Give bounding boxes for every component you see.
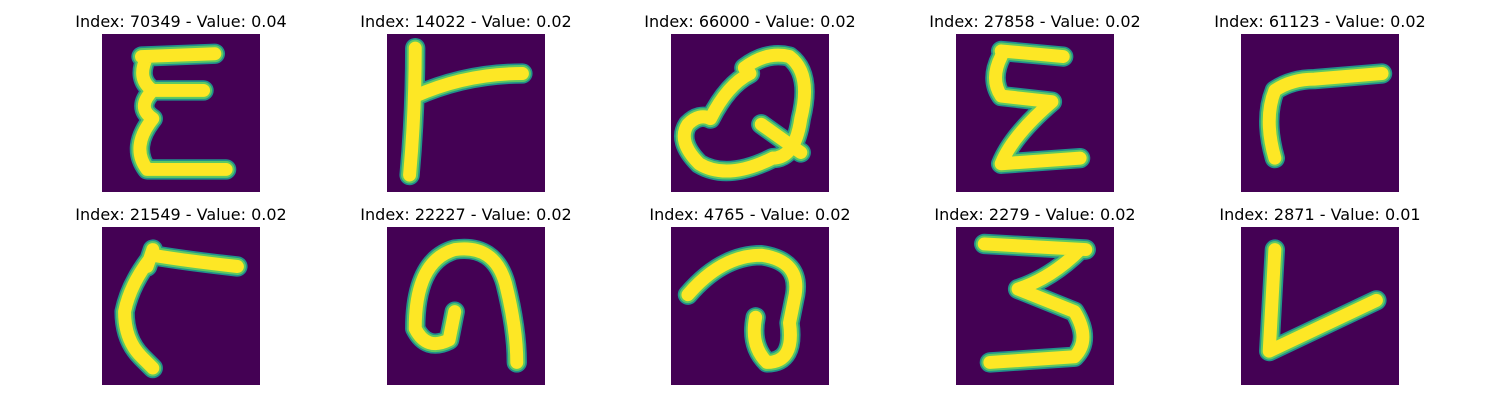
glyph-image (985, 40, 1091, 174)
digit-image (956, 34, 1114, 192)
glyph-image (114, 239, 248, 379)
glyph-image (1259, 239, 1387, 362)
digit-image (102, 227, 260, 385)
digit-image (1241, 227, 1399, 385)
glyph-image (677, 245, 806, 373)
panel-title: Index: 21549 - Value: 0.02 (75, 205, 287, 224)
panel-title: Index: 66000 - Value: 0.02 (644, 12, 856, 31)
digit-image (671, 34, 829, 192)
digit-image (387, 34, 545, 192)
panel-title: Index: 2279 - Value: 0.02 (934, 205, 1136, 224)
panel-title: Index: 22227 - Value: 0.02 (360, 205, 572, 224)
panel-title: Index: 2871 - Value: 0.01 (1219, 205, 1421, 224)
digit-image (387, 227, 545, 385)
glyph-stroke-layer (681, 248, 803, 369)
glyph-stroke-layer (677, 48, 812, 178)
glyph-image (405, 238, 527, 373)
panel-title: Index: 27858 - Value: 0.02 (929, 12, 1141, 31)
panel-title: Index: 4765 - Value: 0.02 (649, 205, 851, 224)
glyph-image (129, 43, 237, 180)
digit-image (956, 227, 1114, 385)
glyph-stroke-layer (401, 39, 531, 184)
glyph-image (1259, 63, 1393, 169)
glyph-stroke-layer (118, 243, 244, 375)
glyph-stroke-layer (403, 41, 529, 182)
digit-image (1241, 34, 1399, 192)
glyph-stroke-layer (989, 44, 1087, 171)
glyph-stroke-layer (1262, 243, 1383, 358)
glyph-stroke-layer (977, 237, 1093, 369)
glyph-image (974, 233, 1096, 373)
digit-image (671, 227, 829, 385)
digit-image (102, 34, 260, 192)
glyph-stroke-layer (1262, 67, 1389, 165)
panel-title: Index: 61123 - Value: 0.02 (1214, 12, 1426, 31)
panel-title: Index: 14022 - Value: 0.02 (360, 12, 572, 31)
panel-title: Index: 70349 - Value: 0.04 (75, 12, 287, 31)
glyph-image (399, 37, 533, 186)
glyph-stroke-layer (133, 47, 233, 176)
glyph-image (674, 45, 815, 182)
glyph-stroke-layer (408, 242, 524, 369)
